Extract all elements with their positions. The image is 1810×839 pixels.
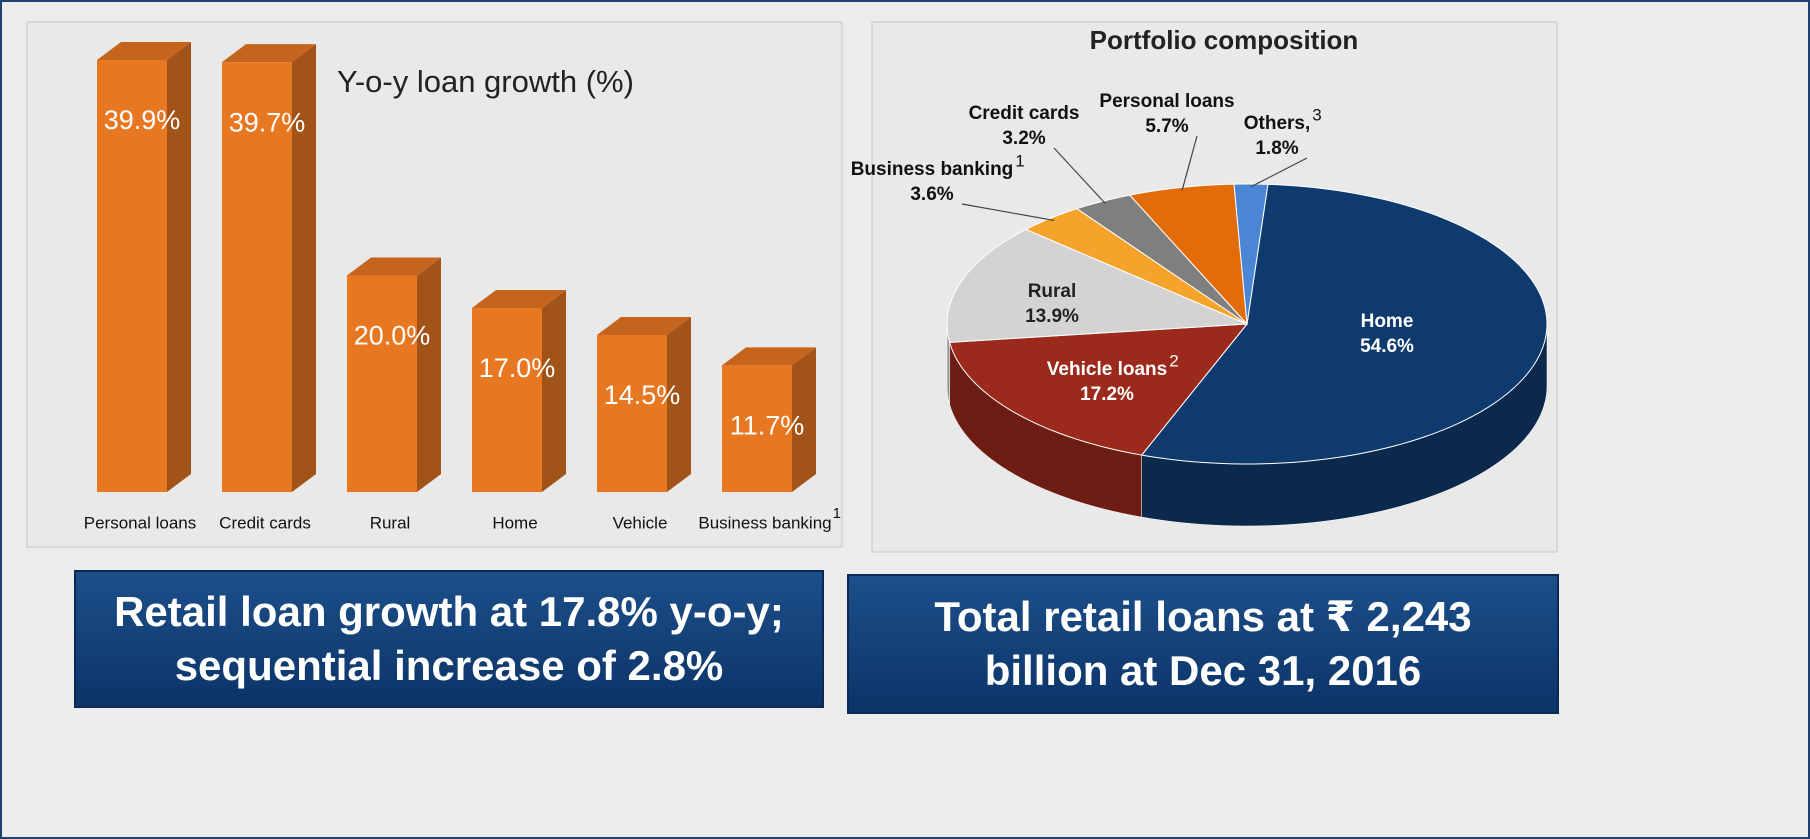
bar-side	[667, 317, 691, 492]
pie-value-label: 3.6%	[910, 184, 953, 205]
footnote: 1	[1015, 151, 1024, 170]
bar-side	[417, 257, 441, 492]
bar	[597, 335, 667, 492]
bar	[722, 365, 792, 492]
x-tick-label: Personal loans	[84, 513, 196, 532]
callout: Retail loan growth at 17.8% y-o-y; seque…	[74, 570, 824, 708]
pie-value-label: 13.9%	[1025, 306, 1079, 327]
pie-value-label: 54.6%	[1360, 336, 1414, 357]
pie-label: Rural	[1028, 281, 1077, 302]
x-tick-label: Business banking	[698, 513, 831, 532]
footnote: 2	[1169, 351, 1178, 370]
slice	[1128, 183, 1248, 326]
footnote: 1	[833, 505, 841, 522]
leader-line	[1181, 135, 1198, 191]
slice	[1140, 183, 1548, 465]
bar-title: Y-o-y loan growth (%)	[337, 64, 634, 99]
footnote: 3	[1312, 105, 1321, 124]
bar-side	[792, 347, 816, 492]
slice	[948, 323, 1249, 456]
bar	[472, 307, 542, 492]
bar-side	[292, 44, 316, 493]
value-label: 17.0%	[479, 353, 556, 383]
leader-line	[1053, 147, 1106, 205]
pie-label: Home	[1361, 311, 1414, 332]
pie-value-label: 17.2%	[1080, 384, 1134, 405]
slice	[1233, 183, 1269, 325]
pie-label: Vehicle loans	[1047, 359, 1167, 380]
x-tick-label: Rural	[370, 513, 411, 532]
bar-top	[722, 347, 816, 366]
value-label: 11.7%	[730, 410, 805, 440]
pie-value-label: 3.2%	[1002, 128, 1045, 149]
bar-side	[167, 42, 191, 492]
x-tick-label: Vehicle	[613, 513, 668, 532]
bar-top	[97, 42, 191, 60]
leader-line	[961, 203, 1055, 222]
bar-side	[542, 289, 566, 492]
pie-value-label: 1.8%	[1255, 138, 1298, 159]
bar-top	[597, 317, 691, 336]
x-tick-label: Home	[492, 513, 537, 532]
pie-label: Credit cards	[969, 103, 1080, 124]
pie-label: Business banking	[851, 159, 1014, 180]
value-label: 39.9%	[104, 105, 181, 135]
callout: Total retail loans at ₹ 2,243 billion at…	[847, 574, 1559, 714]
value-label: 14.5%	[604, 380, 681, 410]
value-label: 20.0%	[354, 321, 431, 351]
bar	[347, 275, 417, 492]
bar	[222, 62, 292, 493]
value-label: 39.7%	[229, 107, 306, 137]
slice	[946, 228, 1248, 343]
bar-top	[222, 44, 316, 63]
x-tick-label: Credit cards	[219, 513, 311, 532]
pie-label: Personal loans	[1099, 91, 1234, 112]
pie-value-label: 5.7%	[1145, 116, 1188, 137]
bar	[97, 60, 167, 492]
pie-title: Portfolio composition	[1090, 25, 1359, 55]
leader-line	[1250, 157, 1308, 188]
slice	[1024, 208, 1248, 325]
pie-label: Others,	[1244, 113, 1311, 134]
bar-top	[472, 289, 566, 308]
bar-top	[347, 257, 441, 276]
